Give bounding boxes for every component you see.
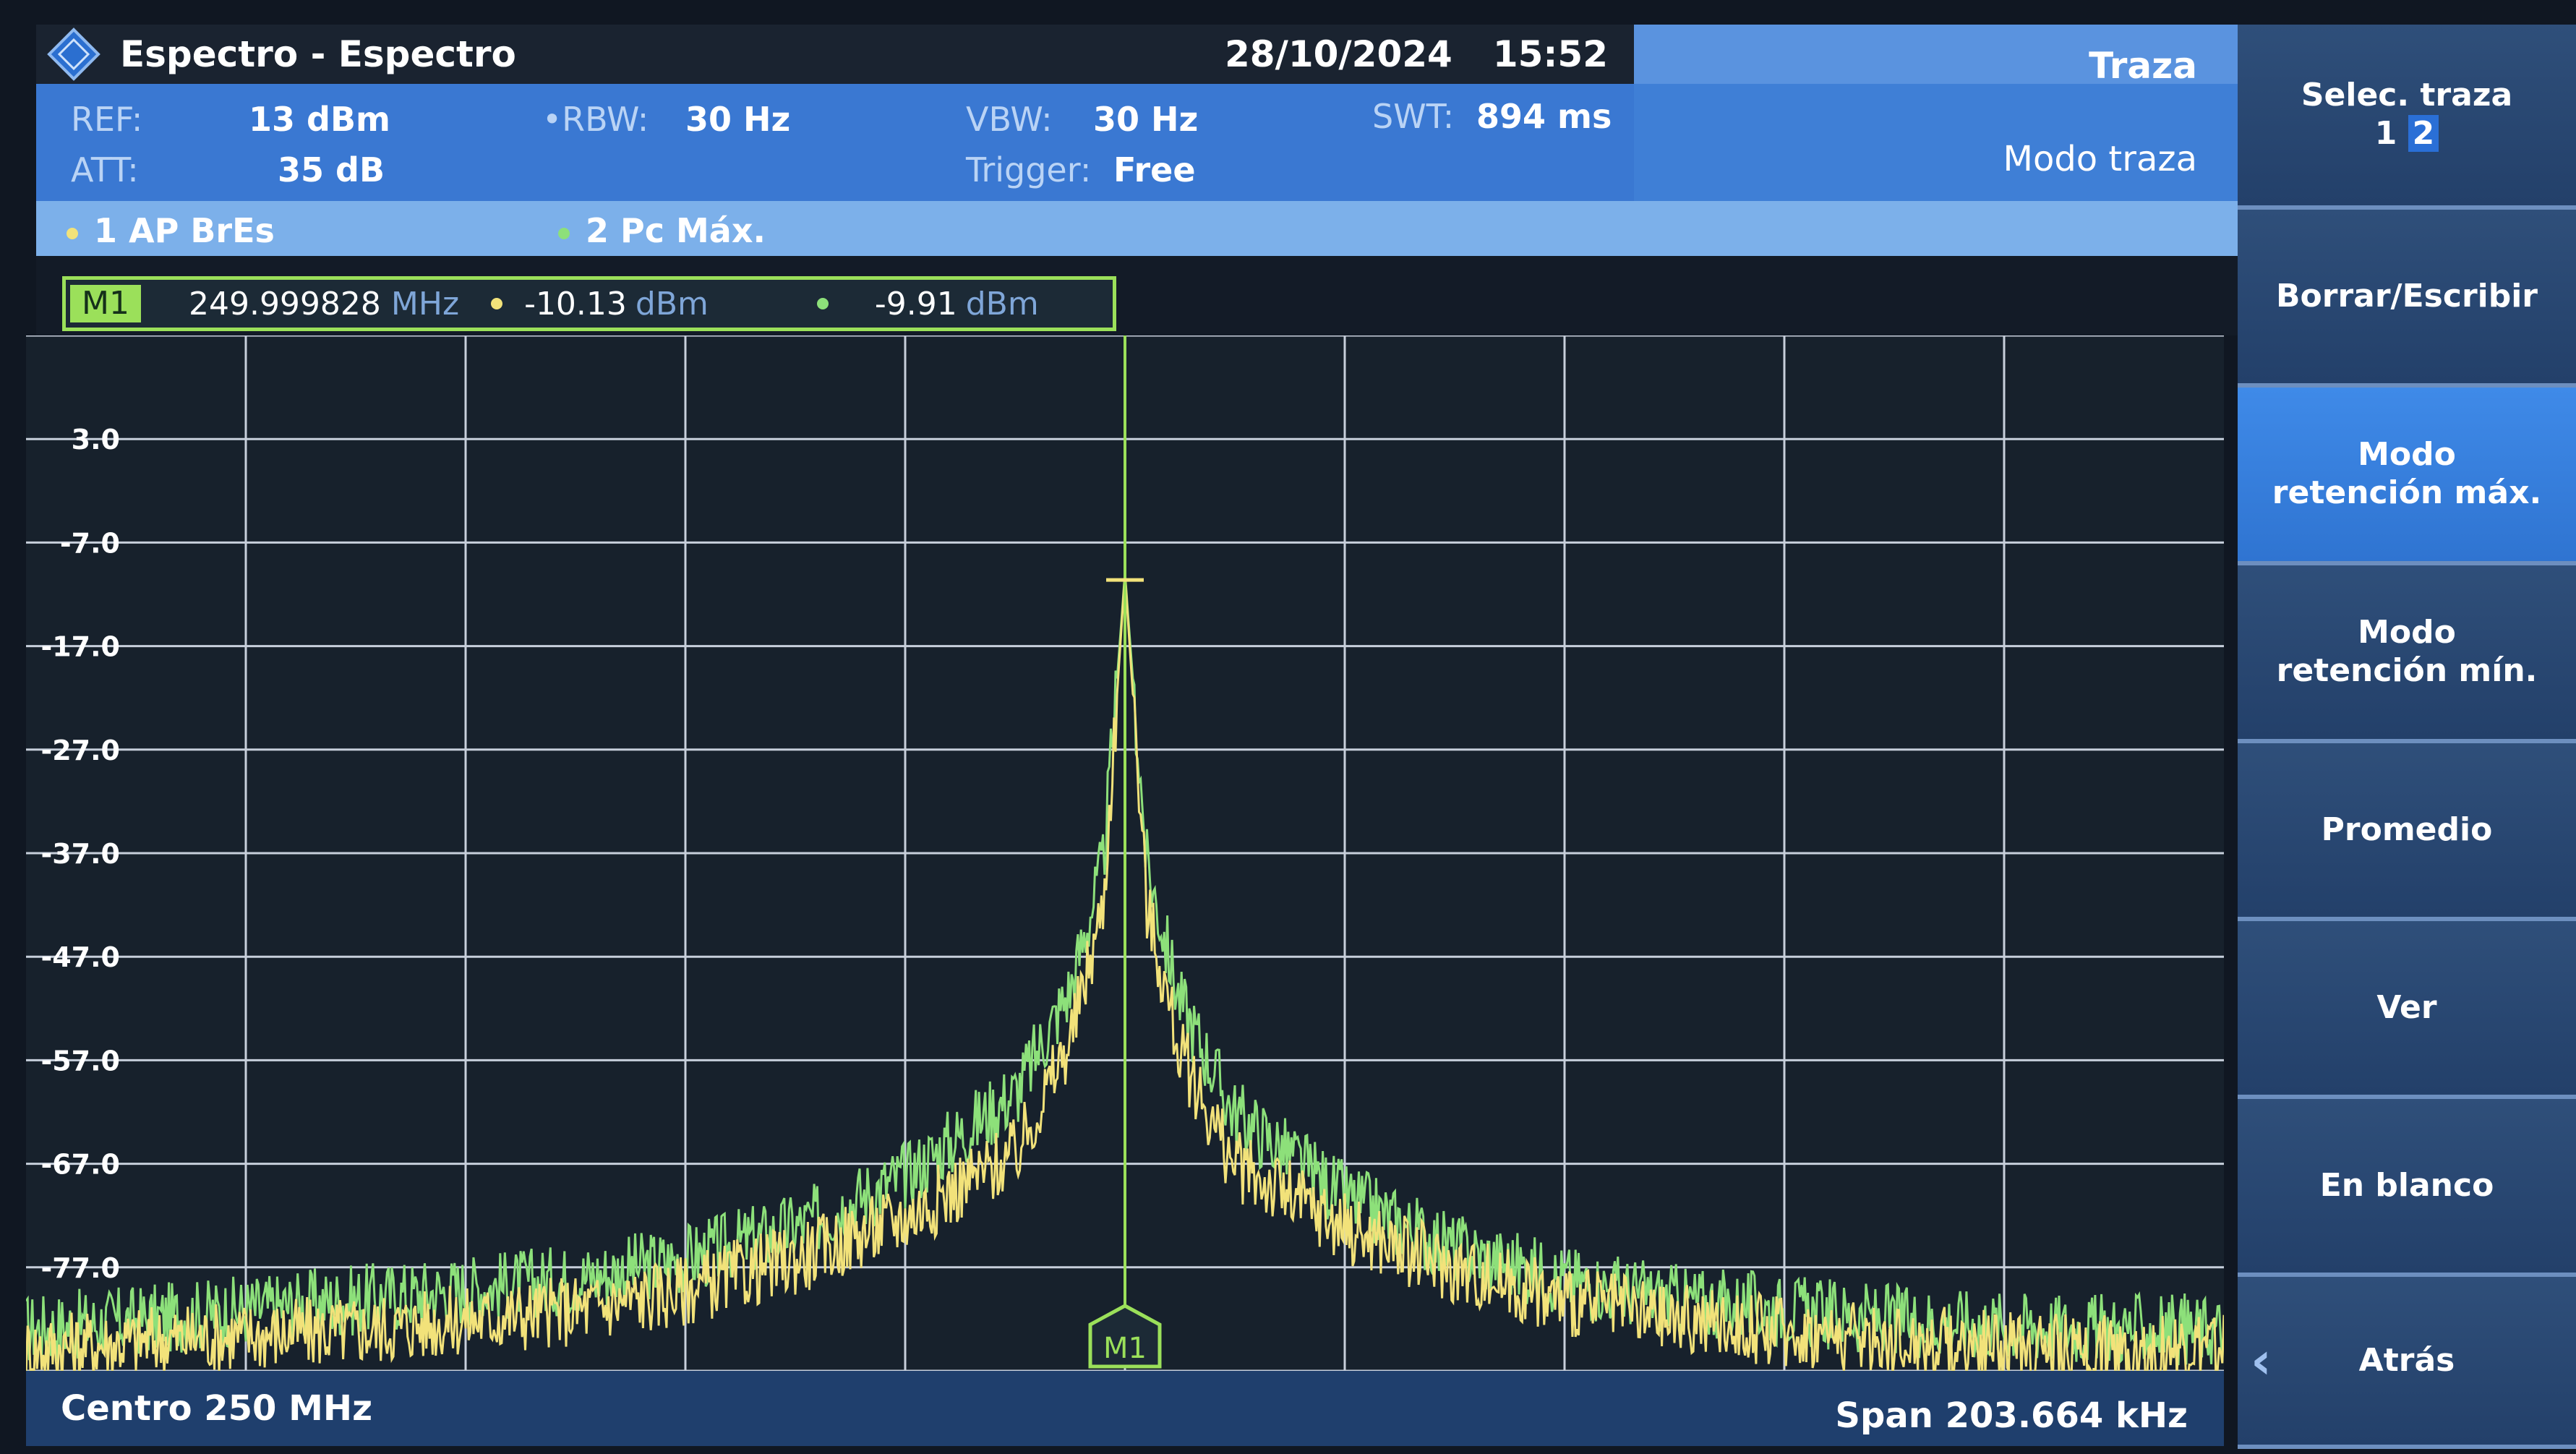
y-tick-label: -17.0: [40, 631, 120, 663]
date-display: 28/10/2024: [1225, 33, 1452, 75]
y-axis-labels: 3.0 -7.0 -17.0 -27.0 -37.0 -47.0 -57.0 -67.0 -77…: [40, 424, 120, 1284]
clear-write-button[interactable]: Borrar/Escribir: [2238, 210, 2576, 388]
rbw-value: 30 Hz: [685, 100, 791, 139]
frequency-axis-bar: Centro 250 MHz Span 203.664 kHz: [26, 1371, 2224, 1446]
spectrum-plot[interactable]: 3.0 -7.0 -17.0 -27.0 -37.0 -47.0 -57.0 -67.0 -77…: [26, 335, 2224, 1371]
view-button[interactable]: Ver: [2238, 921, 2576, 1099]
min-hold-button[interactable]: Modo retención mín.: [2238, 565, 2576, 743]
ref-level: REF:: [71, 100, 143, 139]
trace2-legend[interactable]: 2 Pc Máx.: [558, 211, 766, 250]
measurement-parameters: REF: 13 dBm ATT: 35 dB •RBW: 30 Hz VBW: …: [36, 84, 1634, 201]
swt-value: 894 ms: [1476, 97, 1612, 136]
trigger-label: Trigger:: [966, 150, 1092, 189]
y-tick-label: -7.0: [60, 527, 120, 559]
chevron-left-icon: ‹: [2251, 1331, 2272, 1390]
att-label: ATT:: [71, 150, 139, 189]
max-hold-button[interactable]: Modo retención máx.: [2238, 388, 2576, 565]
vbw-value: 30 Hz: [1093, 100, 1199, 139]
time-display: 15:52: [1492, 33, 1608, 75]
marker-level-trace1: -10.13: [524, 285, 627, 322]
back-button[interactable]: ‹ Atrás: [2238, 1277, 2576, 1449]
y-tick-label: -77.0: [40, 1252, 120, 1284]
menu-subtitle: Modo traza: [2003, 139, 2197, 179]
spectrum-chart: 3.0 -7.0 -17.0 -27.0 -37.0 -47.0 -57.0 -67.0 -77…: [26, 335, 2224, 1371]
frequency-span[interactable]: Span 203.664 kHz: [1835, 1395, 2188, 1436]
average-button[interactable]: Promedio: [2238, 743, 2576, 921]
trigger-value: Free: [1113, 150, 1196, 189]
trace-menu-header: Traza Modo traza: [1634, 25, 2238, 201]
select-trace-button[interactable]: Selec. traza 1 2: [2238, 25, 2576, 210]
marker-flag-label: M1: [1103, 1332, 1147, 1365]
marker-level-trace1-unit: dBm: [635, 285, 709, 322]
rbw-label: •RBW:: [542, 100, 649, 139]
softkey-panel: Selec. traza 1 2 Borrar/Escribir Modo ret…: [2238, 25, 2576, 1449]
swt-label: SWT:: [1372, 97, 1455, 136]
y-tick-label: -47.0: [40, 941, 120, 973]
y-tick-label: -67.0: [40, 1149, 120, 1181]
y-tick-label: 3.0: [72, 424, 120, 456]
marker-flag: [1088, 1304, 1162, 1369]
window-title: Espectro - Espectro: [120, 33, 516, 75]
menu-title: Traza: [2089, 45, 2197, 87]
marker-group: M1: [1088, 335, 1162, 1369]
marker-readout-row: M1 249.999828 MHz -10.13 dBm -9.91 dBm: [36, 256, 2238, 335]
title-bar: Espectro - Espectro 28/10/2024 15:52: [36, 25, 1634, 84]
datetime: 28/10/2024 15:52: [1184, 25, 1608, 84]
vbw-label: VBW:: [966, 100, 1053, 139]
marker-level-trace2: -9.91: [874, 285, 957, 322]
marker-tag: M1: [70, 285, 141, 322]
center-frequency[interactable]: Centro 250 MHz: [61, 1388, 373, 1429]
ref-value: 13 dBm: [249, 100, 390, 139]
att-value: 35 dB: [278, 150, 385, 189]
marker-frequency: 249.999828: [188, 285, 381, 322]
marker-frequency-unit: MHz: [390, 285, 460, 322]
trace1-legend[interactable]: 1 AP BrEs: [67, 211, 275, 250]
trace-legend: 1 AP BrEs 2 Pc Máx.: [36, 201, 2238, 256]
y-tick-label: -37.0: [40, 838, 120, 870]
marker-readout[interactable]: M1 249.999828 MHz -10.13 dBm -9.91 dBm: [62, 276, 1116, 331]
y-tick-label: -27.0: [40, 735, 120, 766]
rohde-schwarz-logo-icon: [46, 27, 101, 82]
blank-button[interactable]: En blanco: [2238, 1099, 2576, 1277]
marker-level-trace2-unit: dBm: [965, 285, 1039, 322]
y-tick-label: -57.0: [40, 1045, 120, 1077]
